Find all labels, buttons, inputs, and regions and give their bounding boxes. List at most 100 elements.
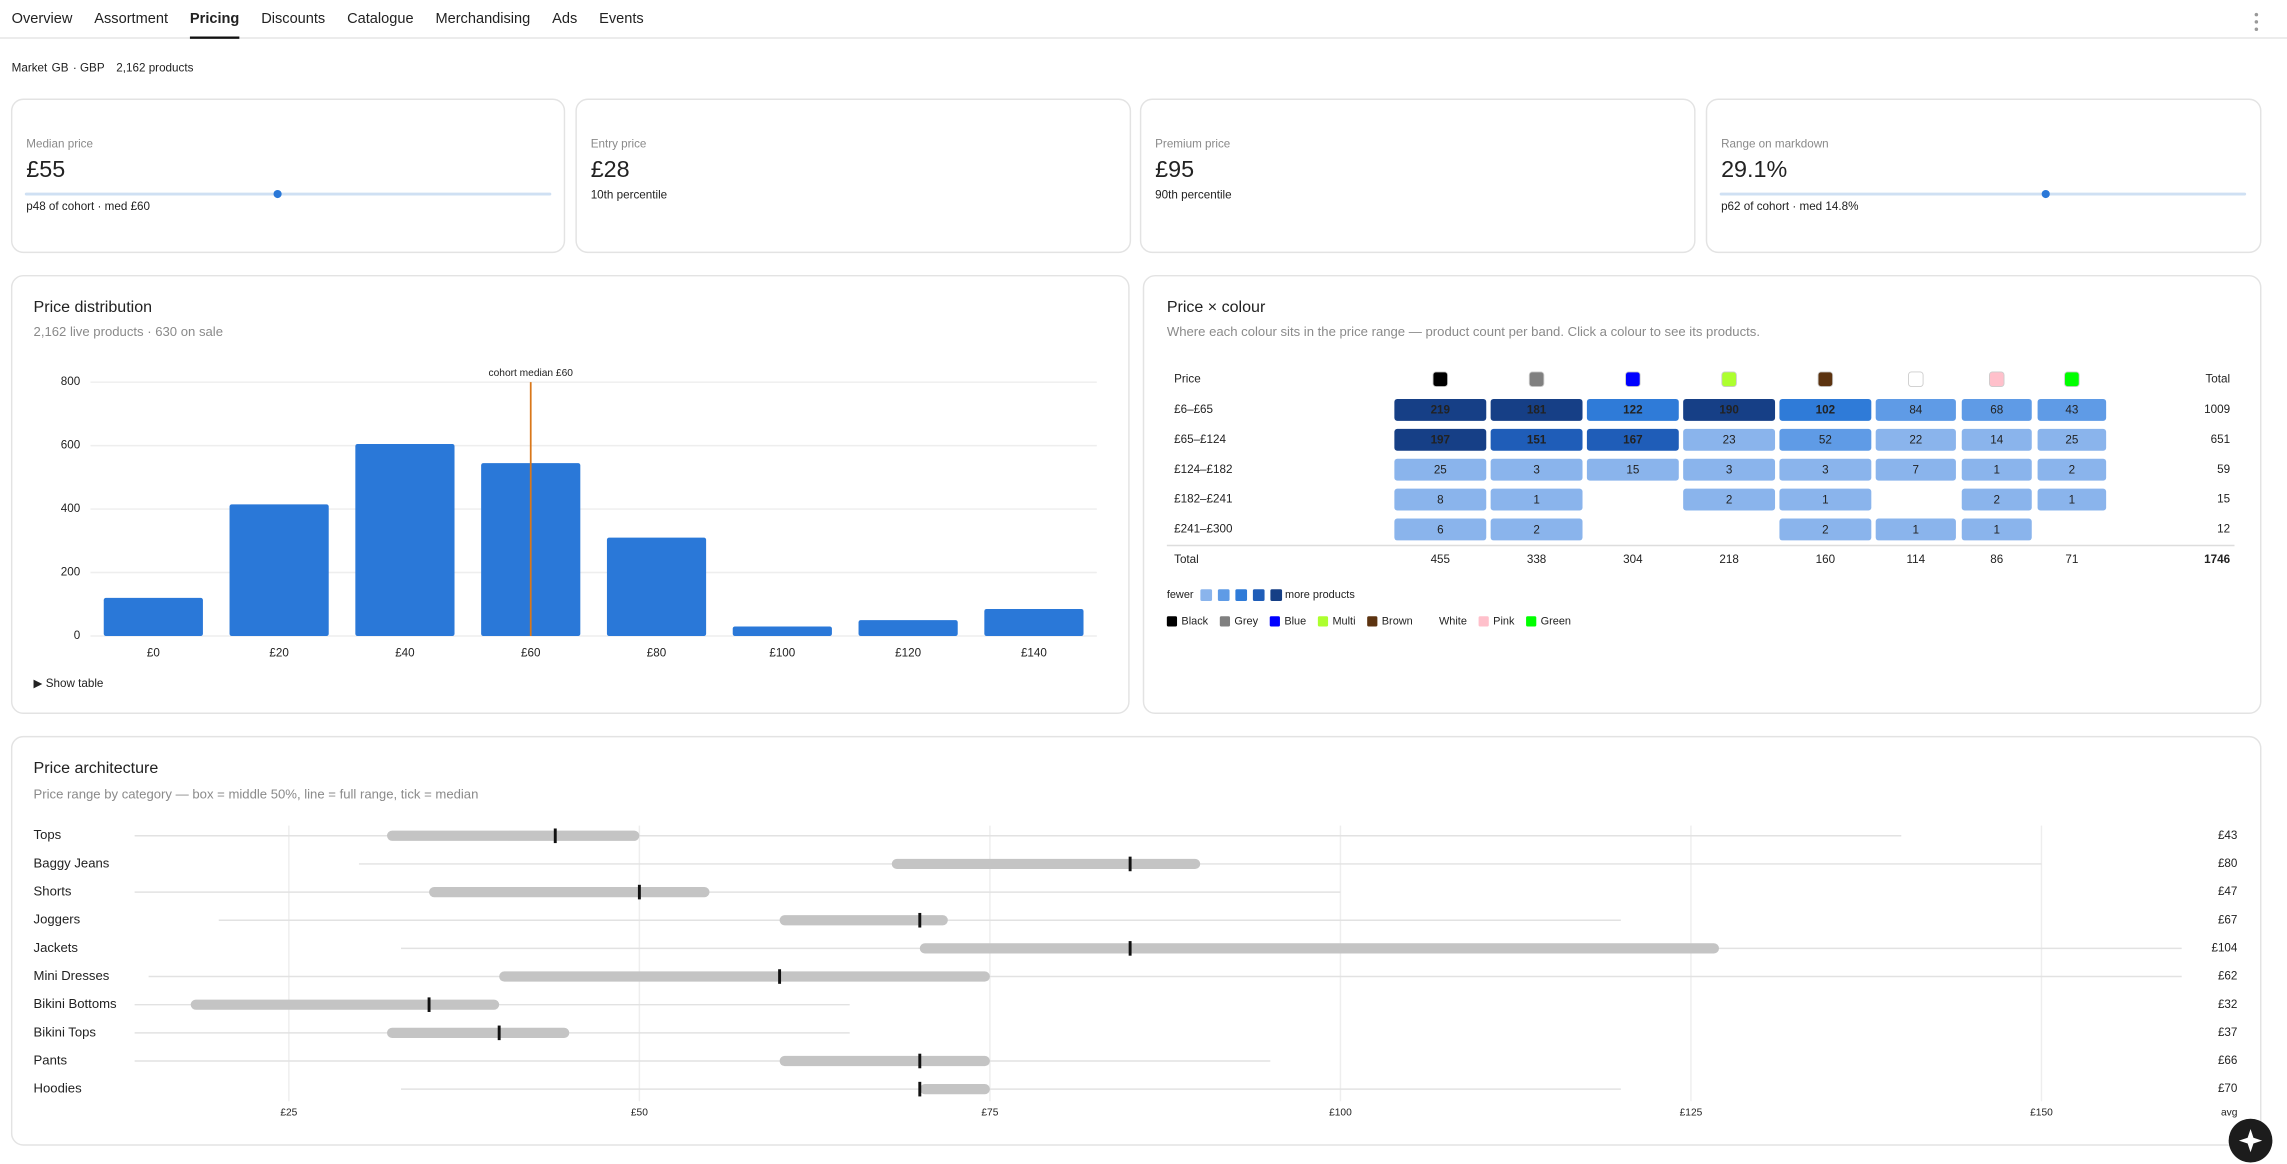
heat-cell[interactable]	[1394, 518, 1487, 541]
heat-cell[interactable]	[1961, 458, 2032, 481]
cell-value: 52	[1819, 434, 1832, 447]
nav-tab[interactable]: Merchandising	[435, 11, 530, 27]
heat-cell[interactable]	[1683, 398, 1776, 421]
heat-cell[interactable]	[1875, 518, 1956, 541]
kpi-note: p48 of cohort · med £60	[26, 200, 150, 213]
nav-tab[interactable]: Ads	[552, 11, 577, 27]
heat-cell[interactable]	[1683, 488, 1776, 511]
heat-cell[interactable]	[1394, 488, 1487, 511]
legend-label[interactable]: Green	[1541, 615, 1571, 627]
x-tick-label: £120	[895, 647, 921, 660]
heat-cell[interactable]	[2037, 488, 2107, 511]
legend-label[interactable]: Blue	[1284, 615, 1306, 627]
chart-title: Price distribution	[34, 298, 153, 316]
menu-button[interactable]	[2254, 12, 2259, 31]
nav-tab[interactable]: Pricing	[190, 11, 239, 27]
legend-swatch[interactable]	[1269, 616, 1280, 627]
colour-swatch[interactable]	[2064, 371, 2080, 387]
legend-label[interactable]: Pink	[1493, 615, 1515, 627]
colour-swatch[interactable]	[1625, 371, 1641, 387]
x-tick-label: £140	[1021, 647, 1047, 660]
cell-value: 2	[1822, 523, 1828, 536]
category-label: Bikini Bottoms	[34, 996, 117, 1011]
legend-label[interactable]: Grey	[1234, 615, 1258, 627]
totals-label: Total	[1174, 553, 1199, 566]
nav-tab[interactable]: Assortment	[94, 11, 168, 27]
legend-swatch[interactable]	[1166, 616, 1178, 627]
avg-label: £67	[2218, 913, 2237, 926]
column-header: Price	[1174, 372, 1201, 385]
nav-tab[interactable]: Events	[599, 11, 644, 27]
heat-cell[interactable]	[1961, 518, 2032, 541]
heat-cell[interactable]	[1779, 488, 1872, 511]
legend-swatch[interactable]	[1219, 616, 1231, 627]
table-title: Price × colour	[1167, 298, 1266, 316]
chart-subtitle: 2,162 live products · 630 on sale	[34, 324, 223, 339]
nav-tab[interactable]: Overview	[12, 11, 73, 27]
x-tick-label: £0	[147, 647, 160, 660]
median-tick	[918, 912, 922, 928]
cell-value: 2	[1726, 493, 1732, 506]
colour-swatch[interactable]	[1528, 371, 1545, 387]
kpi-label: Entry price	[591, 138, 647, 151]
row-label: £6–£65	[1174, 403, 1213, 416]
avg-label: £43	[2218, 829, 2237, 842]
kpi-card	[575, 98, 1132, 254]
legend-label[interactable]: Brown	[1382, 615, 1413, 627]
legend-label[interactable]: Black	[1181, 615, 1208, 627]
heat-cell[interactable]	[1875, 428, 1956, 451]
nav-tab[interactable]: Discounts	[261, 11, 325, 27]
bar	[606, 537, 707, 636]
cell-value: 7	[1913, 463, 1919, 476]
heat-cell[interactable]	[1490, 458, 1583, 481]
heat-cell[interactable]	[1961, 428, 2032, 451]
heat-cell[interactable]	[1586, 398, 1679, 421]
heat-cell[interactable]	[2037, 398, 2107, 421]
heat-cell[interactable]	[1394, 428, 1487, 451]
heat-cell[interactable]	[1683, 458, 1776, 481]
bar	[103, 597, 203, 636]
y-tick-label: 600	[61, 439, 81, 452]
heat-cell[interactable]	[1779, 428, 1872, 451]
colour-swatch[interactable]	[1908, 371, 1924, 387]
legend-swatch[interactable]	[1478, 616, 1489, 627]
heat-cell[interactable]	[1394, 398, 1487, 421]
kpi-label: Median price	[26, 138, 93, 151]
colour-swatch[interactable]	[1432, 371, 1449, 387]
heat-cell[interactable]	[2037, 458, 2107, 481]
heat-cell[interactable]	[1490, 518, 1583, 541]
heat-cell[interactable]	[1394, 458, 1487, 481]
heat-cell[interactable]	[1586, 428, 1679, 451]
kpi-marker	[273, 189, 282, 199]
heat-cell[interactable]	[1875, 458, 1956, 481]
cell-value: 2	[1533, 523, 1539, 536]
legend-swatch[interactable]	[1424, 616, 1435, 627]
heat-cell[interactable]	[1961, 488, 2032, 511]
cell-value: 2	[2069, 463, 2075, 476]
colour-swatch[interactable]	[1817, 371, 1834, 387]
legend-label[interactable]: Multi	[1332, 615, 1355, 627]
legend-swatch[interactable]	[1317, 616, 1329, 627]
colour-swatch[interactable]	[1721, 371, 1737, 387]
heat-cell[interactable]	[1779, 518, 1872, 541]
heat-cell[interactable]	[1586, 458, 1679, 481]
heat-cell[interactable]	[1961, 398, 2032, 421]
heat-cell[interactable]	[1490, 428, 1583, 451]
heat-cell[interactable]	[1875, 398, 1956, 421]
heat-cell[interactable]	[1490, 488, 1583, 511]
heat-cell[interactable]	[1490, 398, 1583, 421]
colour-swatch[interactable]	[1989, 371, 2005, 387]
show-table-toggle[interactable]: ▶ Show table	[34, 677, 104, 690]
heat-cell[interactable]	[1779, 398, 1872, 421]
heat-cell[interactable]	[1683, 428, 1776, 451]
legend-swatch[interactable]	[1367, 616, 1378, 627]
legend-swatch[interactable]	[1526, 616, 1537, 627]
legend-label[interactable]: White	[1439, 615, 1467, 627]
heat-cell[interactable]	[2037, 428, 2107, 451]
assistant-button[interactable]	[2228, 1118, 2273, 1163]
cell-value: 68	[1990, 404, 2003, 417]
nav-tab[interactable]: Catalogue	[347, 11, 413, 27]
x-tick-label: £100	[1329, 1108, 1352, 1119]
heat-cell[interactable]	[1779, 458, 1872, 481]
